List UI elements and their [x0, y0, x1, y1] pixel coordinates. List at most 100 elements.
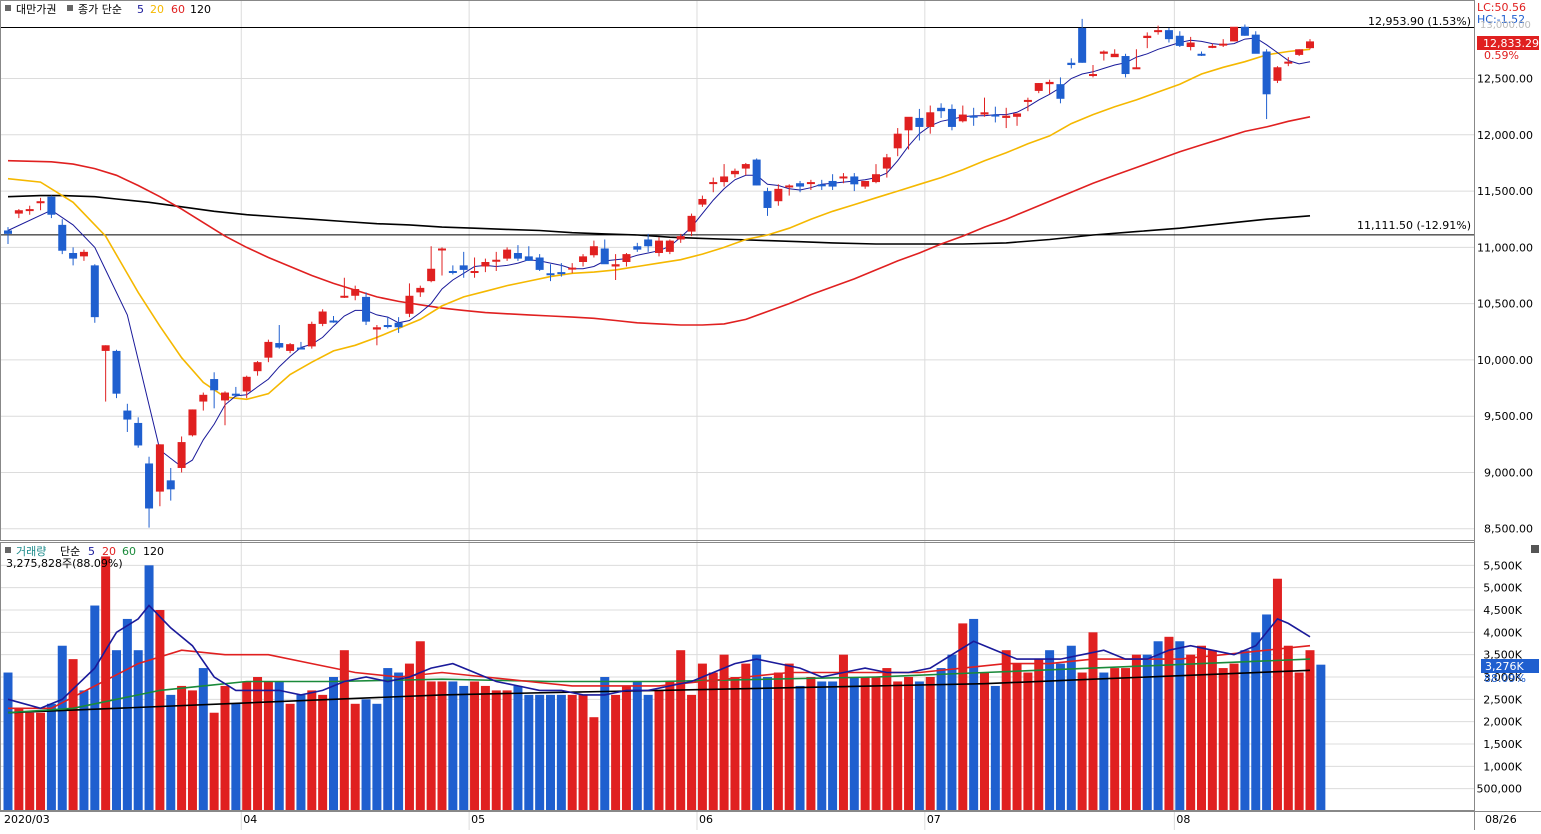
volume-bar[interactable]: [372, 703, 382, 811]
candle-body[interactable]: [448, 271, 457, 273]
volume-bar[interactable]: [611, 694, 621, 811]
volume-bar[interactable]: [198, 668, 208, 811]
candle-body[interactable]: [600, 248, 609, 265]
volume-bar[interactable]: [773, 672, 783, 811]
volume-bar[interactable]: [817, 681, 827, 811]
volume-bar[interactable]: [893, 681, 903, 811]
volume-bar[interactable]: [643, 694, 653, 811]
candle-body[interactable]: [101, 345, 110, 351]
candle-body[interactable]: [1110, 53, 1119, 58]
volume-bar[interactable]: [46, 703, 56, 811]
volume-bar[interactable]: [1164, 636, 1174, 811]
candle-body[interactable]: [145, 463, 154, 509]
candle-body[interactable]: [1121, 56, 1130, 75]
volume-bar[interactable]: [90, 605, 100, 811]
volume-bar[interactable]: [112, 650, 121, 811]
volume-bar[interactable]: [470, 681, 480, 811]
volume-bar[interactable]: [687, 694, 697, 811]
candle-body[interactable]: [969, 115, 978, 118]
volume-bar[interactable]: [958, 623, 968, 811]
volume-bar[interactable]: [339, 650, 349, 811]
volume-bar[interactable]: [166, 694, 176, 811]
volume-bar[interactable]: [1099, 672, 1109, 811]
candle-body[interactable]: [1175, 35, 1184, 46]
candle-body[interactable]: [980, 112, 989, 115]
volume-bar[interactable]: [459, 685, 469, 811]
volume-bar[interactable]: [524, 694, 534, 811]
volume-bar[interactable]: [763, 677, 772, 811]
volume-bar[interactable]: [1229, 663, 1239, 811]
candle-body[interactable]: [123, 410, 132, 420]
candle-body[interactable]: [1067, 62, 1076, 66]
candle-body[interactable]: [817, 184, 826, 187]
candle-body[interactable]: [763, 191, 772, 208]
candle-body[interactable]: [872, 174, 880, 183]
volume-bar[interactable]: [1055, 663, 1065, 811]
volume-bar[interactable]: [904, 677, 914, 811]
volume-bar[interactable]: [828, 681, 838, 811]
candle-body[interactable]: [166, 480, 175, 490]
candle-body[interactable]: [1164, 30, 1173, 40]
candle-body[interactable]: [416, 287, 425, 293]
volume-bar[interactable]: [404, 663, 414, 811]
volume-bar[interactable]: [220, 685, 230, 811]
candle-body[interactable]: [1154, 30, 1163, 33]
volume-bar[interactable]: [546, 694, 555, 811]
volume-bar[interactable]: [1305, 650, 1315, 811]
volume-bar[interactable]: [1207, 650, 1217, 811]
volume-bar[interactable]: [187, 690, 197, 811]
volume-bar[interactable]: [980, 672, 989, 811]
volume-plot[interactable]: [3, 556, 1326, 811]
candle-body[interactable]: [1186, 42, 1195, 48]
candle-body[interactable]: [1208, 45, 1217, 48]
volume-bar[interactable]: [285, 703, 295, 811]
volume-bar[interactable]: [806, 677, 816, 811]
volume-panel-menu-icon[interactable]: [5, 547, 11, 553]
candle-body[interactable]: [231, 393, 240, 396]
candle-body[interactable]: [90, 265, 99, 318]
volume-bar[interactable]: [578, 694, 588, 811]
candle-body[interactable]: [427, 268, 436, 282]
volume-bar[interactable]: [654, 690, 664, 811]
candle-body[interactable]: [210, 379, 219, 391]
volume-bar[interactable]: [730, 677, 740, 811]
candle-body[interactable]: [568, 267, 577, 270]
volume-bar[interactable]: [697, 663, 707, 811]
candle-body[interactable]: [709, 182, 718, 185]
candle-body[interactable]: [47, 196, 56, 215]
volume-bar[interactable]: [1294, 672, 1304, 811]
candle-body[interactable]: [492, 259, 501, 262]
candle-body[interactable]: [633, 246, 642, 250]
candle-body[interactable]: [698, 198, 707, 205]
candle-body[interactable]: [1306, 41, 1314, 49]
volume-bar[interactable]: [567, 694, 577, 811]
candle-body[interactable]: [730, 170, 739, 175]
candle-body[interactable]: [307, 323, 316, 347]
candle-body[interactable]: [351, 289, 360, 296]
candle-body[interactable]: [1230, 26, 1239, 42]
volume-bar[interactable]: [274, 681, 284, 811]
volume-bar[interactable]: [969, 618, 979, 811]
candle-body[interactable]: [14, 210, 23, 214]
candle-body[interactable]: [242, 376, 251, 392]
volume-bar[interactable]: [144, 565, 154, 811]
candle-body[interactable]: [394, 322, 403, 328]
price-plot[interactable]: [0, 18, 1474, 528]
candle-body[interactable]: [264, 341, 273, 358]
volume-bar[interactable]: [253, 677, 263, 811]
candle-body[interactable]: [557, 272, 566, 275]
volume-bar[interactable]: [25, 712, 35, 811]
candle-body[interactable]: [503, 249, 512, 259]
candle-body[interactable]: [253, 362, 262, 372]
volume-bar[interactable]: [394, 672, 404, 811]
candle-body[interactable]: [861, 180, 870, 187]
volume-bar[interactable]: [1045, 650, 1055, 811]
candle-body[interactable]: [915, 117, 924, 127]
volume-bar[interactable]: [1012, 663, 1022, 811]
volume-bar[interactable]: [318, 694, 328, 811]
volume-bar[interactable]: [556, 694, 566, 811]
volume-bar[interactable]: [177, 685, 187, 811]
candle-body[interactable]: [904, 116, 913, 131]
candle-body[interactable]: [947, 108, 956, 127]
volume-bar[interactable]: [3, 672, 13, 811]
